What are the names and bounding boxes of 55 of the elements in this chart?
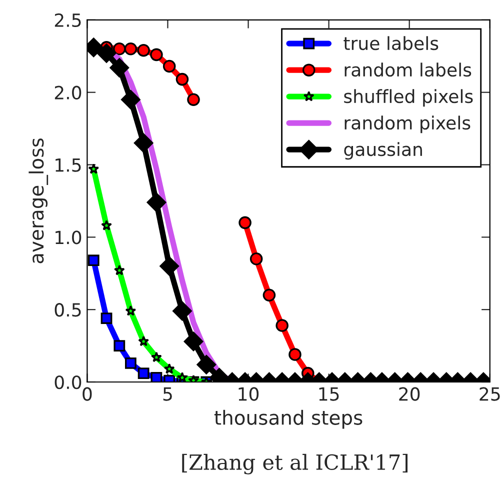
point (164, 363, 175, 374)
point (276, 319, 288, 332)
point (196, 354, 216, 374)
y-tick-label: 2.5 (54, 13, 81, 28)
x-tick-label: 5 (163, 387, 172, 401)
point (184, 332, 204, 352)
y-tick-label: 1.0 (56, 230, 82, 244)
point (176, 372, 188, 382)
y-tick-label: 0.5 (54, 303, 81, 317)
point (137, 44, 150, 57)
legend-label: true labels (344, 36, 438, 50)
point (262, 288, 276, 302)
y-axis-title: average_loss (28, 138, 48, 264)
legend-label: random labels (344, 62, 472, 77)
point (150, 352, 162, 362)
x-tick-label: 0 (82, 387, 92, 401)
point (150, 48, 163, 62)
point (162, 60, 176, 73)
x-axis-title: thousand steps (214, 410, 362, 429)
point (101, 220, 112, 230)
point (88, 163, 100, 174)
point (150, 372, 162, 382)
point (187, 93, 200, 106)
point (250, 252, 263, 266)
x-tick-label: 20 (399, 387, 420, 401)
point (134, 133, 154, 153)
point (114, 264, 125, 276)
y-tick-label: 1.5 (56, 158, 81, 172)
y-tick-label: 0.0 (54, 375, 82, 390)
point (114, 340, 126, 352)
point (96, 44, 116, 63)
x-tick-label: 10 (238, 387, 259, 401)
point (110, 58, 130, 78)
point (288, 348, 302, 361)
x-tick-label: 15 (319, 387, 339, 401)
text: [Zhang et al ICLR'17] (182, 454, 408, 474)
point (172, 301, 192, 321)
point (160, 256, 180, 276)
point (113, 42, 126, 56)
point (121, 90, 140, 110)
point (146, 192, 166, 212)
point (238, 216, 252, 230)
point (176, 72, 189, 86)
point (125, 305, 136, 316)
legend-label: shuffled pixels (344, 89, 473, 107)
point (124, 42, 138, 56)
y-tick-label: 2.0 (54, 86, 82, 100)
point (88, 254, 100, 266)
x-tick-label: 25 (480, 387, 500, 401)
legend-label: random pixels (344, 116, 470, 134)
point (124, 357, 136, 369)
legend-label: gaussian (344, 142, 422, 160)
point (138, 368, 150, 380)
point (100, 312, 112, 324)
point (138, 336, 150, 346)
